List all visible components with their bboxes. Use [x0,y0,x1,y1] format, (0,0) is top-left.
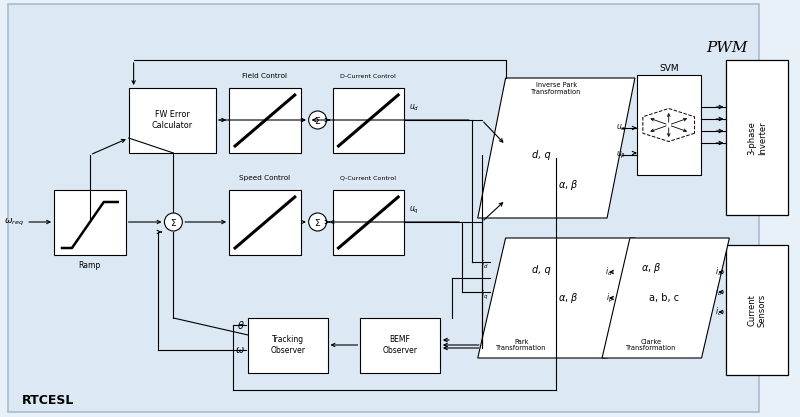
Text: Q-Current Control: Q-Current Control [340,176,396,181]
Bar [726,60,788,215]
Text: D-Current Control: D-Current Control [341,73,396,78]
Bar [229,190,301,255]
Text: Current
Sensors: Current Sensors [747,294,767,327]
Text: a, b, c: a, b, c [649,293,679,303]
Circle shape [309,111,326,129]
Bar [726,245,788,375]
Text: $i_a$: $i_a$ [715,266,722,278]
Text: Speed Control: Speed Control [239,175,290,181]
Text: $\omega$: $\omega$ [235,345,245,355]
Text: $u_\beta$: $u_\beta$ [616,149,626,161]
Text: PWM: PWM [706,41,748,55]
Text: Inverse Park
Transformation: Inverse Park Transformation [531,81,582,95]
Text: d, q: d, q [532,150,550,160]
Text: $i_q$: $i_q$ [482,289,489,301]
Text: Field Control: Field Control [242,73,287,79]
Text: $i_b$: $i_b$ [715,286,722,298]
Polygon shape [478,78,635,218]
Bar [637,75,701,175]
Text: RTCESL: RTCESL [22,394,74,407]
Polygon shape [478,238,635,358]
Text: $i_c$: $i_c$ [715,306,722,318]
Text: $i_\alpha$: $i_\alpha$ [606,266,613,278]
Text: $\Sigma$: $\Sigma$ [314,216,321,228]
Text: Ramp: Ramp [78,261,101,269]
Text: FW Error
Calculator: FW Error Calculator [152,111,193,130]
Text: $u_d$: $u_d$ [409,103,419,113]
Text: Clarke
Transformation: Clarke Transformation [626,339,676,352]
Text: 3-phase
Inverter: 3-phase Inverter [747,121,767,155]
Text: $u_\alpha$: $u_\alpha$ [616,123,626,133]
Text: BEMF
Observer: BEMF Observer [382,335,418,355]
Text: $\theta$: $\theta$ [238,319,245,331]
Bar [229,88,301,153]
Text: $i_\beta$: $i_\beta$ [606,291,613,304]
Text: $\alpha$, $\beta$: $\alpha$, $\beta$ [558,178,578,192]
Text: $\alpha$, $\beta$: $\alpha$, $\beta$ [641,261,662,275]
Bar [129,88,216,153]
Circle shape [309,213,326,231]
Text: $\omega_{req}$: $\omega_{req}$ [4,216,24,228]
Bar [333,190,404,255]
Text: $i_d$: $i_d$ [481,259,489,271]
Text: d, q: d, q [532,265,550,275]
Text: $u_q$: $u_q$ [409,204,419,216]
Polygon shape [602,238,730,358]
Text: $\Sigma$: $\Sigma$ [170,216,177,228]
Circle shape [165,213,182,231]
Bar [333,88,404,153]
Text: Tracking
Observer: Tracking Observer [270,335,306,355]
Text: $\alpha$, $\beta$: $\alpha$, $\beta$ [558,291,578,305]
Bar [54,190,126,255]
Text: Park
Transformation: Park Transformation [496,339,546,352]
Text: $\Sigma$: $\Sigma$ [314,115,321,126]
Text: SVM: SVM [659,63,678,73]
Bar [360,318,440,373]
Bar [248,318,327,373]
